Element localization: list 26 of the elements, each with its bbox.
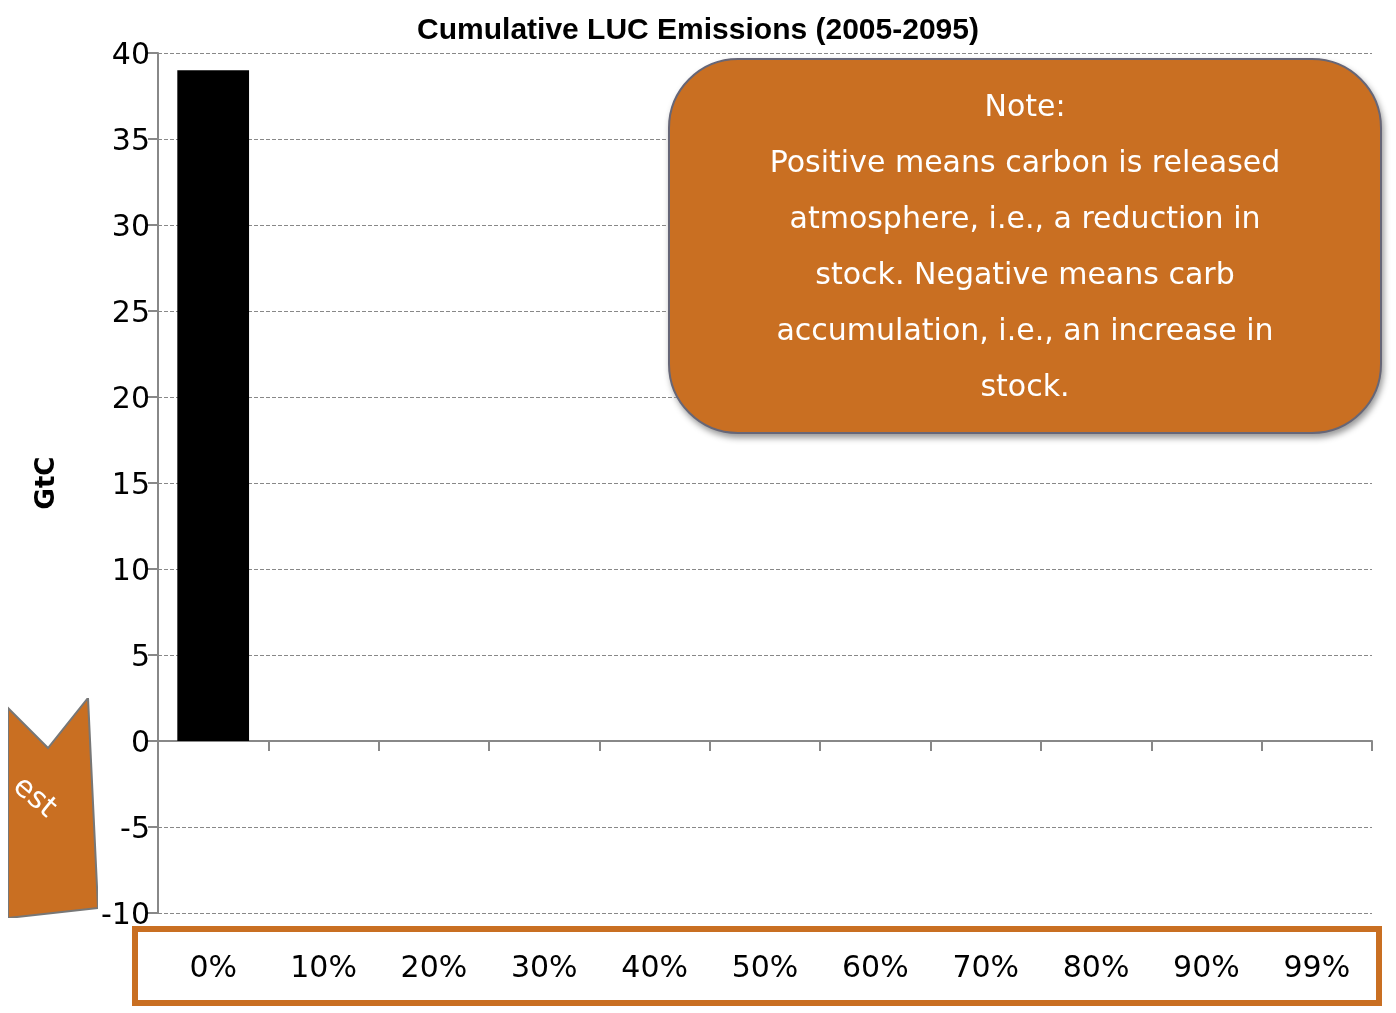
x-tick-label: 20%: [400, 948, 468, 984]
x-tick-label: 10%: [290, 948, 357, 984]
y-tick-label: 20: [111, 379, 150, 415]
y-tick-label: 25: [111, 293, 150, 329]
x-tick-label: 30%: [510, 948, 578, 984]
x-tick-label: 80%: [1062, 948, 1130, 984]
y-tick-label: 10: [111, 551, 150, 587]
y-tick-label: 40: [111, 35, 150, 71]
x-tick-label: 50%: [731, 948, 799, 984]
y-tick-label: 15: [111, 465, 150, 501]
y-tick-label: -10: [101, 895, 150, 931]
y-tick-label: 30: [111, 207, 150, 243]
x-tick-label: 90%: [1173, 948, 1240, 984]
x-tick-label: 40%: [621, 948, 688, 984]
y-axis-title: GtC: [30, 456, 60, 510]
x-tick-label: 0%: [189, 948, 237, 984]
y-tick-label: 35: [111, 121, 150, 157]
x-tick-label: 60%: [842, 948, 909, 984]
y-tick-label: 0: [130, 723, 150, 759]
callout-box: Note: Positive means carbon is released atmosphere, i.e., a reduction in stock. Negative means carb accumulation, i.e., an increase in stock.: [668, 58, 1382, 434]
chart-title: Cumulative LUC Emissions (2005-2095): [417, 11, 979, 45]
x-tick-label: 99%: [1283, 948, 1351, 984]
y-tick-label: 5: [130, 637, 150, 673]
arrow-shape: est: [8, 698, 98, 918]
x-tick-label: 70%: [952, 948, 1020, 984]
y-tick-label: -5: [120, 809, 150, 845]
